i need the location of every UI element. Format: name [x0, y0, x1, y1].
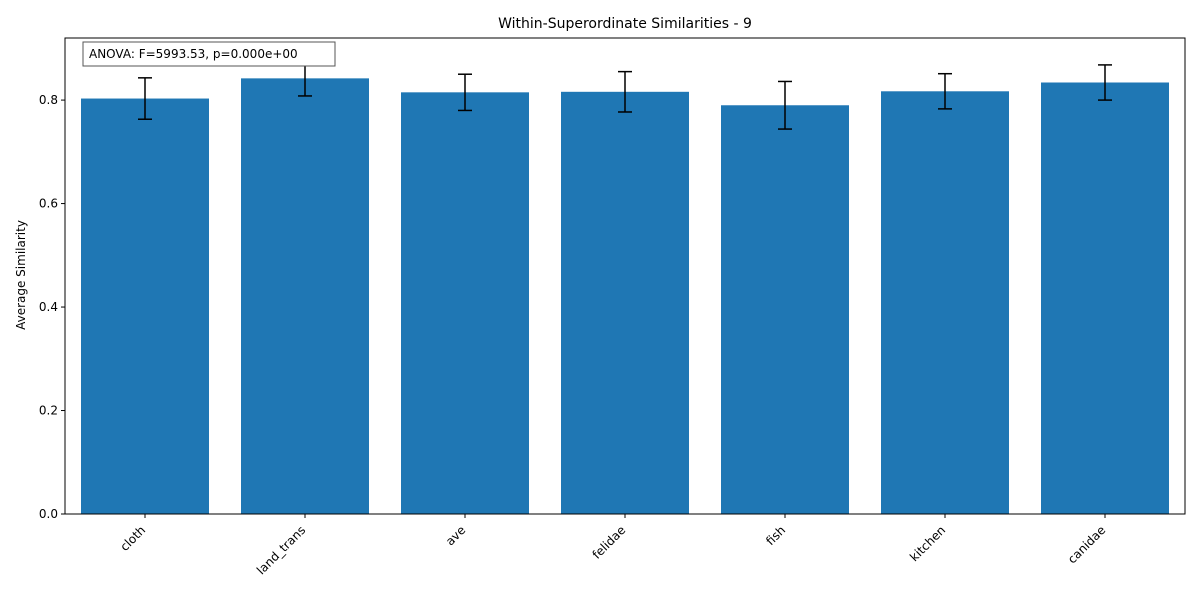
y-tick-label: 0.8: [39, 93, 58, 107]
bar-ave: [401, 92, 529, 515]
annotation-text: ANOVA: F=5993.53, p=0.000e+00: [89, 47, 298, 61]
bar-canidae: [1041, 82, 1169, 514]
bar-land_trans: [241, 78, 369, 515]
anova-annotation: ANOVA: F=5993.53, p=0.000e+00: [82, 41, 336, 67]
y-tick-label: 0.6: [39, 197, 58, 211]
y-tick-label: 0.0: [39, 507, 58, 521]
y-axis-label: Average Similarity: [14, 220, 28, 330]
annotation-box: [82, 41, 336, 67]
chart-title: Within-Superordinate Similarities - 9: [498, 16, 752, 32]
bar-fish: [721, 105, 849, 515]
y-tick-label: 0.4: [39, 300, 58, 314]
y-tick-label: 0.2: [39, 404, 58, 418]
bar-kitchen: [881, 91, 1009, 514]
bar-cloth: [81, 98, 209, 514]
bar-felidae: [561, 91, 689, 515]
